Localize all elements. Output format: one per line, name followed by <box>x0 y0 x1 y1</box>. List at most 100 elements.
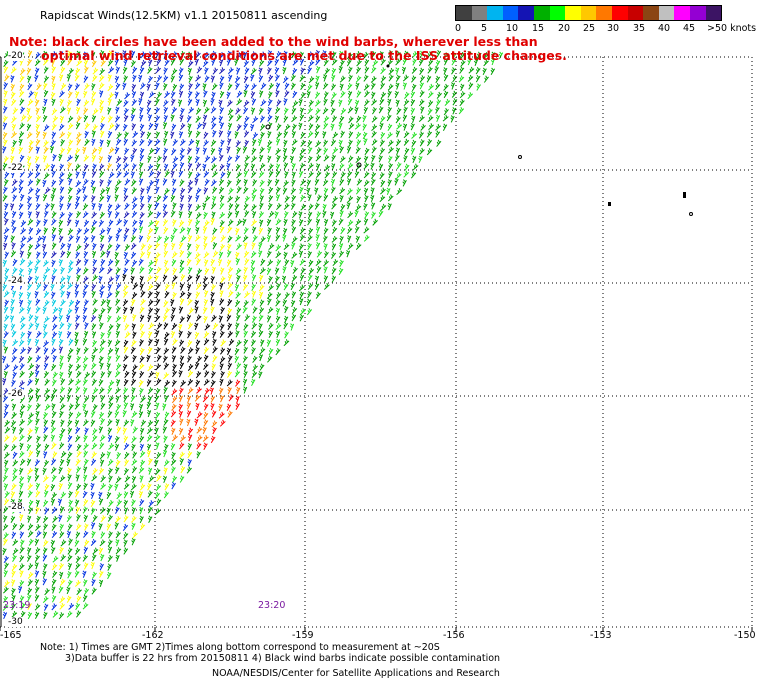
wind-barb <box>42 243 47 251</box>
wind-barb <box>154 201 160 210</box>
wind-barb <box>60 419 65 427</box>
wind-barb <box>314 99 321 107</box>
wind-barb <box>92 347 98 355</box>
wind-barb <box>459 66 465 74</box>
wind-barb <box>11 186 18 194</box>
wind-barb <box>355 219 362 226</box>
wind-barb <box>282 58 287 67</box>
wind-barb <box>35 146 40 154</box>
colorbar-swatch <box>549 6 566 20</box>
wind-barb <box>172 363 177 372</box>
wind-barb <box>43 434 48 442</box>
wind-barb <box>251 274 257 282</box>
wind-barb <box>258 353 263 362</box>
wind-barb <box>162 203 168 212</box>
wind-barb <box>180 379 186 387</box>
wind-barb <box>27 483 33 491</box>
wind-barb <box>81 185 87 194</box>
wind-barb <box>91 283 97 292</box>
wind-barb <box>18 138 23 146</box>
wind-barb <box>68 139 74 147</box>
wind-barb <box>332 51 337 59</box>
wind-barb <box>108 219 114 227</box>
wind-barb <box>346 146 352 154</box>
wind-barb <box>50 163 56 172</box>
wind-barb <box>330 107 336 115</box>
wind-barb <box>82 490 88 499</box>
wind-barb <box>178 210 183 219</box>
wind-barb <box>251 283 256 291</box>
wind-barb <box>163 322 169 330</box>
wind-barb <box>139 515 144 524</box>
wind-barb <box>284 124 291 131</box>
wind-barb <box>154 219 160 228</box>
wind-barb <box>114 347 120 355</box>
wind-barb <box>43 489 49 498</box>
wind-barb <box>371 138 378 146</box>
wind-barb <box>154 418 160 427</box>
wind-barb <box>58 514 63 522</box>
wind-barb <box>268 163 274 171</box>
wind-barb <box>100 115 106 123</box>
wind-barb <box>28 499 34 508</box>
wind-barb <box>156 194 162 203</box>
wind-barb <box>27 403 32 412</box>
wind-barb <box>51 108 58 116</box>
wind-barb <box>395 67 400 75</box>
wind-barb <box>108 92 115 100</box>
wind-barb <box>66 291 71 299</box>
wind-barb <box>108 235 113 243</box>
wind-barb <box>106 250 111 258</box>
wind-barb <box>132 130 139 138</box>
wind-barb <box>283 115 289 123</box>
page-title: Rapidscat Winds(12.5KM) v1.1 20150811 as… <box>40 9 328 22</box>
wind-barb <box>20 227 27 235</box>
wind-barb <box>139 106 144 115</box>
wind-barb <box>242 218 247 226</box>
colorbar-labels: 0 5 10 15 20 25 30 35 40 45 >50 knots <box>455 21 756 35</box>
wind-barb <box>52 115 59 123</box>
wind-barb <box>299 74 305 82</box>
wind-barb <box>299 186 304 195</box>
lon-label-150: -150 <box>734 630 756 641</box>
wind-barb <box>91 290 96 298</box>
wind-barb <box>162 314 168 322</box>
wind-barb <box>180 346 186 354</box>
wind-barb <box>155 131 160 139</box>
wind-barb <box>202 121 207 130</box>
wind-barb <box>67 434 73 443</box>
wind-barb <box>204 267 210 275</box>
wind-barb <box>411 75 417 83</box>
wind-barb <box>91 130 96 138</box>
wind-barb <box>171 98 176 106</box>
wind-barb <box>402 74 409 82</box>
wind-barb <box>187 266 193 275</box>
wind-barb <box>315 65 321 74</box>
wind-barb <box>171 451 176 460</box>
wind-barb <box>10 66 17 74</box>
wind-barb <box>332 258 339 267</box>
wind-barb <box>235 67 241 75</box>
wind-barb <box>202 202 207 211</box>
wind-barb <box>171 388 178 396</box>
wind-barb <box>27 58 32 66</box>
wind-barb <box>155 329 160 338</box>
wind-barb <box>156 266 162 274</box>
wind-barb <box>299 58 305 66</box>
wind-barb <box>65 314 71 323</box>
wind-barb <box>251 187 258 195</box>
wind-barb <box>443 83 449 91</box>
wind-barb <box>122 523 129 532</box>
wind-barb <box>268 186 274 195</box>
wind-barb <box>107 467 113 475</box>
wind-barb <box>67 387 73 395</box>
wind-barb <box>98 203 103 211</box>
wind-barb <box>52 267 58 276</box>
wind-barb <box>227 298 233 307</box>
wind-barb <box>179 138 186 146</box>
wind-barb <box>212 322 219 330</box>
wind-barb <box>260 236 266 244</box>
wind-barb <box>156 474 162 482</box>
wind-barb <box>276 282 281 291</box>
wind-barb <box>426 148 433 156</box>
